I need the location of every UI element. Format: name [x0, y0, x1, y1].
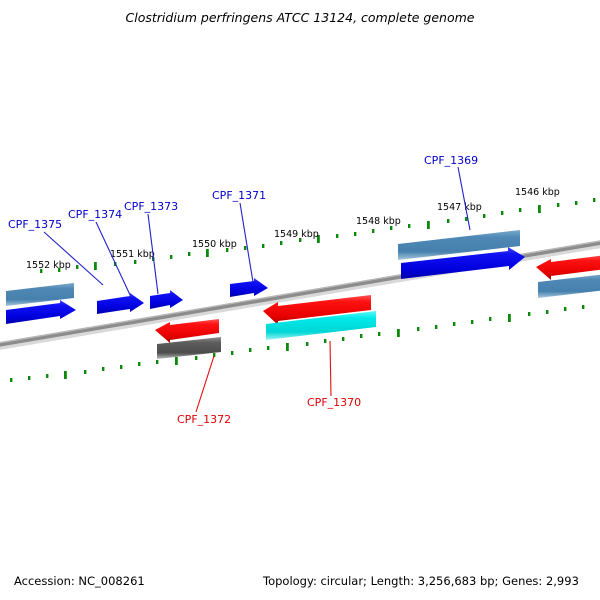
leader-line-cpf-1375 — [43, 231, 104, 286]
gene-label-cpf-1373[interactable]: CPF_1373 — [124, 200, 178, 213]
gene-label-cpf-1370[interactable]: CPF_1370 — [307, 396, 361, 409]
gene-glyph-cpf-1373[interactable] — [150, 290, 183, 309]
gene-arrow-right-blue[interactable] — [230, 278, 268, 297]
page-title: Clostridium perfringens ATCC 13124, comp… — [126, 10, 475, 25]
gene-glyph-cpf-1374[interactable] — [97, 293, 144, 314]
tick-label: 1546 kbp — [515, 187, 560, 198]
gene-arrow-left-red[interactable] — [155, 319, 219, 343]
leader-line-cpf-1369 — [457, 166, 471, 231]
gene-label-cpf-1374[interactable]: CPF_1374 — [68, 208, 122, 221]
gene-arrow-right-blue[interactable] — [97, 293, 144, 314]
tick-label: 1552 kbp — [26, 260, 71, 271]
gene-labels: CPF_1375 CPF_1374 CPF_1373 CPF_1371 CPF_… — [8, 154, 478, 426]
gene-glyph-cpf-1372[interactable] — [155, 319, 221, 359]
gene-glyph-cpf-1370[interactable] — [263, 295, 376, 340]
gene-glyph-cpf-1369[interactable] — [398, 230, 525, 279]
tick-label: 1549 kbp — [274, 229, 319, 240]
gene-label-cpf-1369[interactable]: CPF_1369 — [424, 154, 478, 167]
tick-label: 1551 kbp — [110, 249, 155, 260]
gene-bar-steelblue[interactable] — [6, 283, 74, 306]
gene-label-cpf-1371[interactable]: CPF_1371 — [212, 189, 266, 202]
leader-line-cpf-1372 — [195, 355, 215, 413]
genome-summary-text: Topology: circular; Length: 3,256,683 bp… — [262, 574, 579, 588]
tick-label: 1550 kbp — [192, 239, 237, 250]
gene-label-cpf-1375[interactable]: CPF_1375 — [8, 218, 62, 231]
gene-bar-steelblue[interactable] — [398, 230, 520, 260]
leader-line-cpf-1374 — [95, 221, 132, 298]
axis-tick-labels: 1552 kbp 1551 kbp 1550 kbp 1549 kbp 1548… — [26, 187, 560, 271]
gene-glyph-cpf-1371[interactable] — [230, 278, 268, 297]
accession-text: Accession: NC_008261 — [14, 574, 145, 588]
tick-label: 1548 kbp — [356, 216, 401, 227]
leader-line-cpf-1371 — [239, 202, 254, 283]
gene-bar-cyan[interactable] — [266, 311, 376, 340]
gene-glyph-cpf-1375[interactable] — [6, 283, 76, 324]
leader-line-cpf-1370 — [329, 340, 332, 397]
gene-label-cpf-1372[interactable]: CPF_1372 — [177, 413, 231, 426]
gene-arrow-right-blue[interactable] — [401, 247, 525, 279]
lower-tick-row — [10, 305, 585, 382]
gene-glyph-edge-right[interactable] — [536, 255, 600, 298]
gene-arrow-right-blue[interactable] — [150, 290, 183, 309]
leader-line-cpf-1373 — [147, 213, 159, 295]
gene-bar-gray[interactable] — [157, 337, 221, 359]
gene-arrow-left-red[interactable] — [536, 255, 600, 280]
leader-lines — [43, 166, 471, 413]
tick-label: 1547 kbp — [437, 202, 482, 213]
gene-arrow-left-red[interactable] — [263, 295, 371, 325]
gene-arrow-right-blue[interactable] — [6, 300, 76, 324]
gene-bar-steelblue[interactable] — [538, 274, 600, 298]
